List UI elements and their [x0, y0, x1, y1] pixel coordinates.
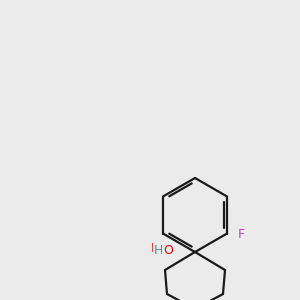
Text: O: O — [163, 244, 173, 256]
Text: F: F — [238, 228, 244, 241]
Text: H: H — [154, 244, 163, 256]
Text: HO: HO — [151, 242, 170, 256]
